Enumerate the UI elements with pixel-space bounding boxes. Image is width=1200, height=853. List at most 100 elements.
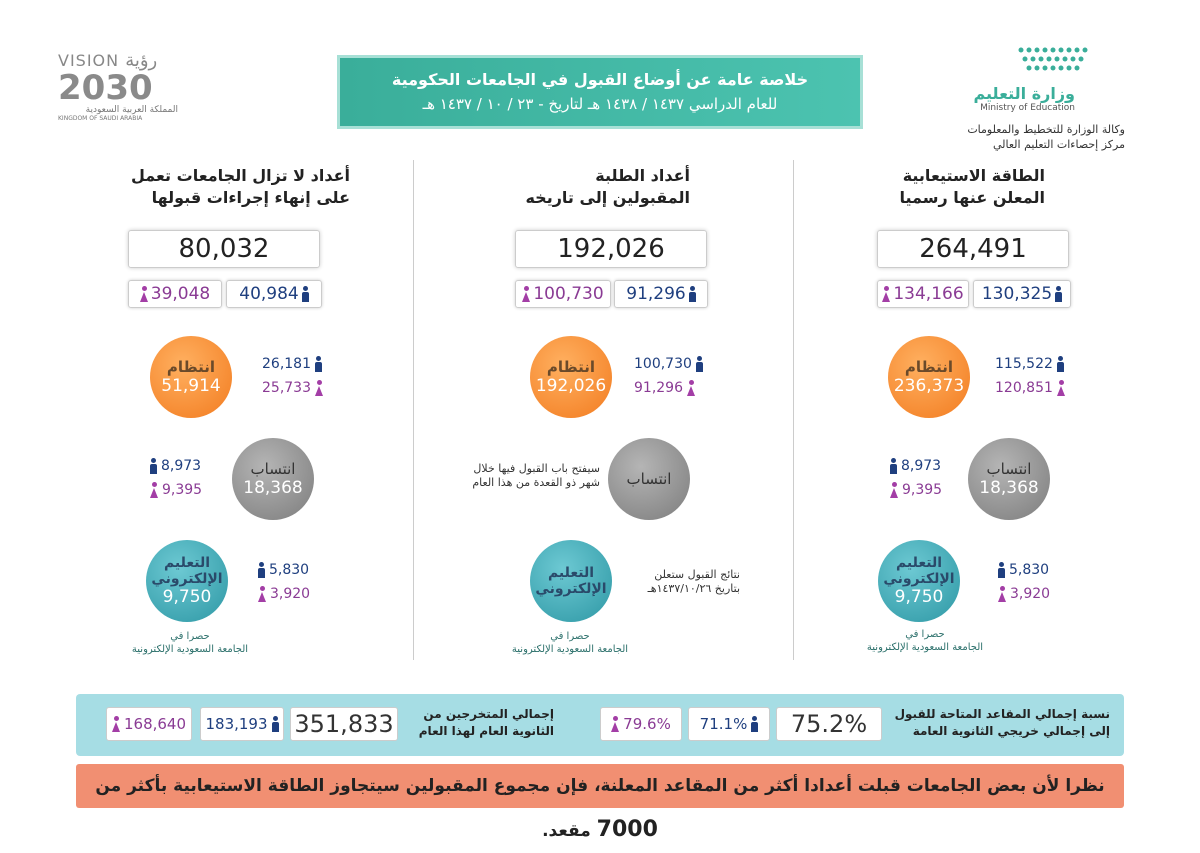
bubble-total: 18,368 [243,478,303,498]
footer-note: نظرا لأن بعض الجامعات قبلت أعدادا أكثر م… [76,764,1124,842]
vision-kingdom-en: KINGDOM OF SAUDI ARABIA [58,115,143,122]
female-icon [522,286,531,302]
bubble-label-2: الإلكتروني [883,571,955,587]
bubble-label: انتظام [904,358,954,376]
note-line-1: سيفتح باب القبول فيها خلال [473,462,600,475]
capacity-affiliation-male: 8,973 [890,458,941,474]
stat-value: 5,830 [269,562,310,578]
stat-value: 100,730 [634,356,692,372]
ratio-female: 79.6% [623,715,671,733]
pending-female-box: 39,048 [128,280,222,308]
admitted-regular-male: 100,730 [634,356,703,372]
grads-total-box: 351,833 [290,707,398,741]
pending-male-box: 40,984 [226,280,322,308]
column-separator [413,160,414,660]
bubble-label-1: التعليم [895,555,943,571]
vision-word: VISION [58,51,120,70]
male-icon [998,562,1005,578]
capacity-elearning-female: 3,920 [998,586,1050,602]
vision-2030-logo: VISION رؤية 2030 المملكة العربية السعودي… [58,50,178,130]
bubble-total: 9,750 [894,587,944,607]
summary-bar: نسبة إجمالي المقاعد المتاحة للقبول إلى إ… [76,694,1124,756]
stat-value: 8,973 [901,458,942,474]
stat-value: 120,851 [995,380,1053,396]
note-line-1: حصرا في [170,631,210,642]
ratio-total: 75.2% [790,710,868,738]
pending-regular-male: 26,181 [262,356,322,372]
capacity-female-box: 134,166 [877,280,969,308]
stat-value: 5,830 [1009,562,1050,578]
bubble-label-1: التعليم [547,565,595,581]
heading-line-2: المعلن عنها رسميا [899,188,1045,207]
footer-text: نظرا لأن بعض الجامعات قبلت أعدادا أكثر م… [95,776,1105,796]
pending-affiliation-male: 8,973 [150,458,201,474]
bubble-label-1: التعليم [163,555,211,571]
heading-line-2: على إنهاء إجراءات قبولها [151,188,350,207]
capacity-regular-female: 120,851 [995,380,1065,396]
stat-value: 26,181 [262,356,311,372]
male-count: 91,296 [626,284,686,304]
admitted-regular-bubble: انتظام 192,026 [530,336,612,418]
pending-elearning-male: 5,830 [258,562,309,578]
admitted-regular-female: 91,296 [634,380,695,396]
male-icon [258,562,265,578]
heading-line-2: المقبولين إلى تاريخه [525,188,690,207]
capacity-regular-bubble: انتظام 236,373 [888,336,970,418]
bubble-label: انتساب [986,460,1032,478]
note-line-1: حصرا في [905,629,945,640]
ratio-male: 71.1% [699,715,748,733]
capacity-total: 264,491 [877,230,1069,268]
pending-affiliation-female: 9,395 [150,482,202,498]
male-icon [150,458,157,474]
note-line-1: نتائج القبول ستعلن [654,568,740,581]
note-line-1: حصرا في [550,631,590,642]
heading-line-1: أعداد الطلبة [595,166,690,185]
ministry-name-ar: وزارة التعليم [973,84,1075,103]
bubble-total: 51,914 [161,376,221,396]
pending-regular-bubble: انتظام 51,914 [150,336,232,418]
bubble-label: انتظام [546,358,596,376]
admitted-heading: أعداد الطلبة المقبولين إلى تاريخه [420,165,690,209]
female-icon [150,482,158,498]
female-icon [998,586,1006,602]
title-banner: خلاصة عامة عن أوضاع القبول في الجامعات ا… [340,58,860,126]
pending-regular-female: 25,733 [262,380,323,396]
female-count: 100,730 [533,284,604,304]
stat-value: 8,973 [161,458,202,474]
grads-female-box: 168,640 [106,707,192,741]
female-icon [139,286,148,302]
note-line-2: الجامعة السعودية الإلكترونية [511,644,629,655]
admitted-affiliation-bubble: انتساب [608,438,690,520]
admitted-affiliation-note: سيفتح باب القبول فيها خلال شهر ذو القعدة… [440,462,600,490]
male-icon [1056,356,1064,372]
capacity-male-box: 130,325 [973,280,1071,308]
agency-line-2: مركز إحصاءات التعليم العالي [993,138,1125,151]
male-icon [271,716,279,732]
stat-value: 3,920 [270,586,311,602]
capacity-regular-male: 115,522 [995,356,1064,372]
title-line-1: خلاصة عامة عن أوضاع القبول في الجامعات ا… [391,70,809,89]
grads-label-line-2: الثانوية العام لهذا العام [418,724,554,738]
capacity-affiliation-bubble: انتساب 18,368 [968,438,1050,520]
male-icon [1055,286,1063,302]
bubble-label: انتساب [626,470,672,488]
female-icon [111,716,120,732]
female-icon [687,380,695,396]
ministry-name-en: Ministry of Education [980,103,1075,113]
note-line-2: شهر ذو القعدة من هذا العام [472,476,600,489]
ministry-dots-icon [1018,47,1088,71]
bubble-total: 236,373 [893,376,965,396]
pending-elearning-note: حصرا في الجامعة السعودية الإلكترونية [115,630,265,656]
footer-number: 7000 [596,817,658,842]
admitted-female-box: 100,730 [515,280,611,308]
ratio-label-line-1: نسبة إجمالي المقاعد المتاحة للقبول [894,707,1110,721]
grads-male: 183,193 [205,715,268,733]
vision-kingdom-ar: المملكة العربية السعودية [85,105,178,115]
male-icon [890,458,897,474]
vision-ar: رؤية [125,50,158,71]
pending-heading: أعداد لا تزال الجامعات تعمل على إنهاء إج… [80,165,350,209]
female-count: 39,048 [150,284,211,304]
male-icon [301,286,309,302]
pending-total: 80,032 [128,230,320,268]
capacity-heading: الطاقة الاستيعابية المعلن عنها رسميا [775,165,1045,209]
